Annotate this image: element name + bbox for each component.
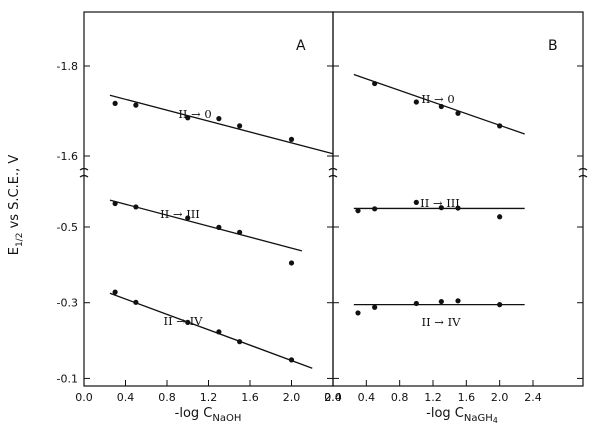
panel-a-series-3-point: [112, 289, 118, 295]
panel-a-series-2-point: [133, 204, 139, 210]
panel-b-series-2-point: [355, 208, 361, 214]
panel-b-series-3-point: [455, 298, 461, 304]
y-axis-title-rest: vs S.C.E., V: [7, 155, 22, 233]
x-axis-title-b: -log CNaGH4: [426, 406, 498, 425]
y-tick-label: -0.1: [57, 372, 78, 385]
ticks-layer: 0.0 0.4 0.8 1.2 1.6 2.0 2.4 -1.8 -1.6 -0.5 -0.3 -0.…: [57, 60, 583, 404]
panel-b-series-2-point: [438, 205, 444, 211]
panel-a-series-2-point: [185, 215, 191, 221]
panel-a-series-2-fit-line: [109, 199, 303, 252]
panel-b-series-3-point: [438, 298, 444, 305]
panel-a-series-1-point: [112, 100, 118, 106]
y-axis-title-main: E: [7, 247, 22, 255]
x-axis-title-b-subscript: NaGH: [464, 413, 493, 424]
panel-b-x-tick-label: 1.6: [458, 391, 476, 404]
panel-a-series-1-point: [133, 102, 139, 108]
panel-b-x-tick-label: 2.4: [524, 391, 542, 404]
axis-break-middle: [328, 167, 338, 178]
panel-a-x-tick-label: 0.4: [117, 391, 135, 404]
panel-a-series-1-point: [237, 123, 243, 129]
panel-a-series-1-point: [185, 115, 191, 121]
panel-a-series-2-label: II → III: [160, 207, 200, 221]
panel-a-series-2-point: [288, 260, 295, 266]
x-axis-title-a-subscript: NaOH: [212, 413, 241, 424]
panel-a-series-3-point: [216, 329, 222, 335]
panel-b-series-1-point: [438, 103, 444, 110]
panel-a-series-2-point: [237, 229, 243, 235]
panel-b-series-2-label: II → III: [420, 196, 460, 210]
y-axis-title: E1/2 vs S.C.E., V: [7, 155, 25, 256]
panel-a-x-tick-label: 0.8: [158, 391, 176, 404]
panel-a-letter: A: [296, 38, 306, 54]
panel-a-x-tick-label: 0.0: [75, 391, 93, 404]
panel-b-letter: B: [548, 38, 558, 54]
panel-a-series-2-point: [112, 200, 118, 207]
x-axis-title-a: -log CNaOH: [175, 406, 242, 424]
panel-a-x-tick-label: 1.2: [200, 391, 218, 404]
panel-a-series-3-label: II → IV: [164, 314, 204, 328]
y-tick-label: -0.5: [57, 221, 78, 234]
panel-b-x-tick-label: 0.8: [391, 391, 409, 404]
panel-b-series-2-point: [413, 199, 419, 205]
axis-break-right: [578, 167, 588, 178]
panel-b-x-tick-label: 0.0: [324, 391, 342, 404]
panel-a-x-tick-label: 1.6: [241, 391, 259, 404]
panel-a-series-3-fit-line: [109, 292, 313, 369]
panel-a-series-3-point: [237, 339, 243, 345]
panel-a-series-2-point: [216, 224, 222, 230]
panel-b-x-tick-label: 2.0: [491, 391, 509, 404]
y-tick-label: -1.8: [57, 60, 78, 73]
panel-b-series-1-point: [372, 80, 378, 87]
panel-b-frame: [332, 11, 584, 387]
panel-a-x-tick-label: 2.0: [283, 391, 301, 404]
y-axis-title-subscript: 1/2: [15, 233, 25, 247]
panel-a-series-1-label: II → 0: [178, 107, 211, 121]
panel-a-series-1-point: [288, 136, 295, 142]
panel-b-series-1-label: II → 0: [421, 92, 454, 106]
x-axis-title-b-main: -log C: [426, 406, 464, 421]
x-axis-title-b-subscript-digit: 4: [493, 416, 498, 425]
panel-b-series-2-point: [497, 214, 503, 220]
panel-a-series-1-point: [216, 116, 222, 122]
panel-b-series-3-point: [413, 300, 419, 307]
panel-a-series-3-point: [288, 357, 295, 363]
panel-a-x-tick-label: 2.4: [324, 391, 342, 404]
panel-b-x-tick-label: 1.2: [424, 391, 442, 404]
y-tick-label: -0.3: [57, 297, 78, 310]
panel-b-series-3-point: [372, 304, 378, 310]
x-axis-title-a-main: -log C: [175, 406, 213, 421]
panel-b-series-2-point: [372, 206, 378, 212]
panel-b-series-3-point: [355, 310, 361, 316]
panel-b-series-1-point: [413, 99, 419, 105]
axis-break-left: [79, 167, 89, 178]
panel-a-series-3-point: [133, 299, 139, 305]
marks-layer: II → 0 II → III II → IV II → 0 II → III II → …: [109, 73, 525, 369]
panel-b-series-3-point: [497, 302, 503, 308]
panel-b-series-3-label: II → IV: [422, 315, 462, 329]
axis-break-marks: [79, 167, 588, 178]
panel-b-series-2-point: [455, 205, 461, 211]
panel-b-series-1-point: [497, 123, 503, 129]
panel-a-series-3-point: [185, 319, 191, 325]
panel-b-x-tick-label: 0.4: [358, 391, 376, 404]
panel-b-series-1-fit-line: [353, 73, 525, 135]
panel-b-series-1-point: [455, 110, 461, 116]
panel-a-series-1-fit-line: [109, 94, 334, 155]
y-tick-label: -1.6: [57, 150, 78, 163]
